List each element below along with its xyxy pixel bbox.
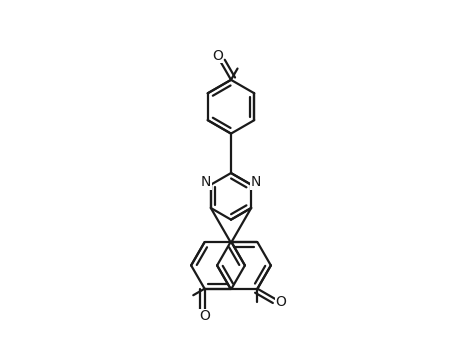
- Text: N: N: [251, 175, 261, 189]
- Text: N: N: [201, 175, 211, 189]
- Text: O: O: [212, 50, 223, 63]
- Text: O: O: [199, 309, 210, 323]
- Text: O: O: [275, 295, 286, 309]
